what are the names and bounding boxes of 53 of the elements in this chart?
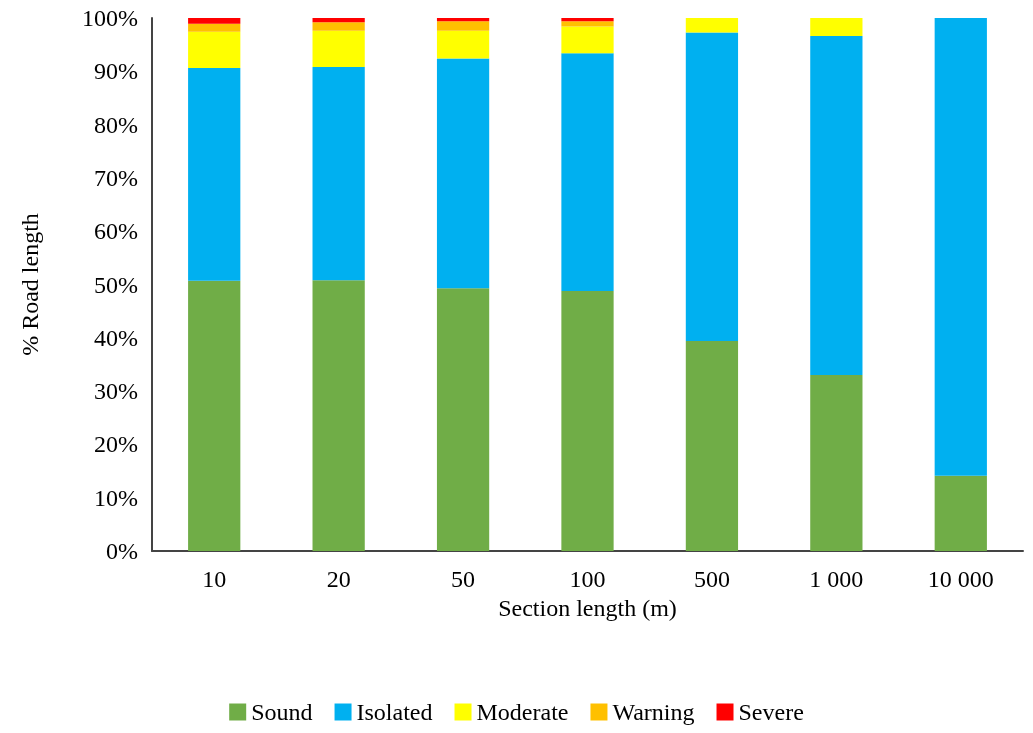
bar bbox=[685, 18, 739, 33]
bar bbox=[188, 18, 241, 24]
bar bbox=[312, 18, 365, 23]
x-tick-label: 500 bbox=[693, 566, 730, 592]
y-tick-label: 40% bbox=[94, 324, 138, 351]
x-tick-label: 10 bbox=[202, 566, 227, 592]
bar bbox=[188, 68, 241, 281]
y-tick-label: 50% bbox=[94, 271, 138, 298]
bar bbox=[561, 53, 614, 291]
legend-label: Sound bbox=[251, 699, 313, 725]
bar bbox=[810, 375, 863, 551]
bar bbox=[312, 67, 365, 281]
bar bbox=[312, 30, 365, 68]
bar bbox=[188, 23, 241, 32]
bar bbox=[436, 58, 490, 289]
x-tick-label: 1 000 bbox=[809, 566, 864, 592]
y-tick-label: 10% bbox=[94, 484, 138, 511]
y-tick-label: 20% bbox=[94, 431, 138, 458]
legend-label: Severe bbox=[738, 699, 804, 725]
bar bbox=[188, 31, 241, 69]
x-tick-label: 100 bbox=[569, 566, 606, 592]
x-tick-label: 20 bbox=[326, 566, 351, 592]
legend-label: Moderate bbox=[476, 699, 569, 725]
bar bbox=[436, 288, 490, 551]
legend-label: Warning bbox=[612, 699, 695, 725]
y-tick-label: 100% bbox=[82, 5, 138, 31]
bar bbox=[312, 22, 365, 31]
x-tick-label: 10 000 bbox=[927, 566, 994, 592]
y-tick-label: 90% bbox=[94, 58, 138, 85]
bar bbox=[561, 18, 614, 22]
y-axis-title: % Road length bbox=[17, 213, 43, 356]
bar bbox=[436, 18, 490, 22]
bar bbox=[436, 30, 490, 59]
x-axis-title: Section length (m) bbox=[498, 595, 677, 621]
y-tick-label: 80% bbox=[94, 111, 138, 138]
y-tick-label: 0% bbox=[106, 538, 138, 564]
bar bbox=[810, 18, 863, 37]
bar bbox=[685, 341, 739, 551]
bar bbox=[934, 475, 987, 551]
bar bbox=[561, 290, 614, 551]
bar bbox=[312, 280, 365, 551]
bar bbox=[561, 26, 614, 54]
bar bbox=[561, 21, 614, 27]
x-tick-label: 50 bbox=[451, 566, 476, 592]
bar bbox=[810, 36, 863, 376]
y-tick-label: 30% bbox=[94, 378, 138, 405]
bar bbox=[685, 32, 739, 341]
bar bbox=[934, 18, 987, 476]
legend-label: Isolated bbox=[356, 699, 433, 725]
y-tick-label: 60% bbox=[94, 218, 138, 245]
bar bbox=[436, 21, 490, 31]
y-tick-label: 70% bbox=[94, 164, 138, 191]
bar bbox=[188, 280, 241, 551]
